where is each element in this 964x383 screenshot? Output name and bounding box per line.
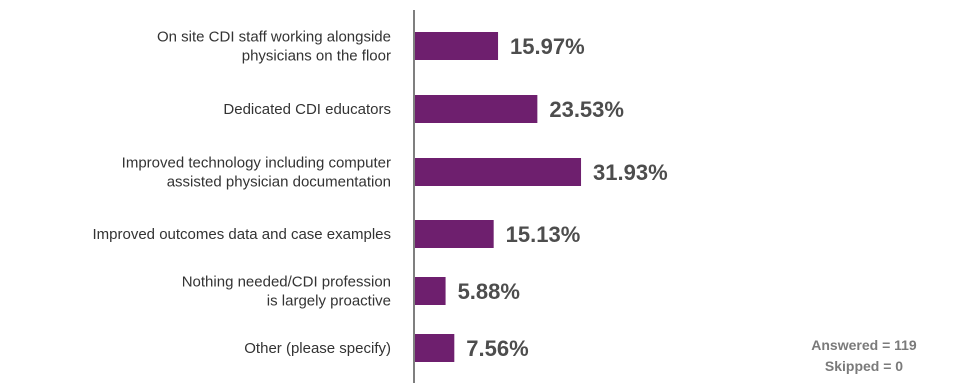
bar-6 bbox=[415, 334, 455, 362]
category-label-3-line-2: assisted physician documentation bbox=[167, 174, 391, 191]
value-label-6: 7.56% bbox=[466, 336, 528, 361]
value-label-3: 31.93% bbox=[593, 160, 668, 185]
value-labels-group: 15.97% 23.53% 31.93% 15.13% 5.88% 7.56% bbox=[458, 34, 668, 361]
category-label-1-line-2: physicians on the floor bbox=[242, 48, 391, 65]
value-label-2: 23.53% bbox=[549, 97, 624, 122]
category-label-1-line-1: On site CDI staff working alongside bbox=[157, 29, 391, 46]
category-label-5-line-1: Nothing needed/CDI profession bbox=[182, 274, 391, 291]
bar-5 bbox=[415, 277, 446, 305]
bar-4 bbox=[415, 220, 494, 248]
answered-count: Answered = 119 bbox=[811, 337, 917, 353]
category-label-2-line-1: Dedicated CDI educators bbox=[223, 101, 391, 118]
bar-2 bbox=[415, 95, 538, 123]
value-label-1: 15.97% bbox=[510, 34, 585, 59]
category-labels-group: On site CDI staff working alongside physi… bbox=[93, 29, 392, 358]
category-label-6-line-1: Other (please specify) bbox=[244, 340, 391, 357]
value-label-5: 5.88% bbox=[458, 279, 520, 304]
bars-group bbox=[415, 32, 582, 362]
bar-1 bbox=[415, 32, 499, 60]
category-label-3-line-1: Improved technology including computer bbox=[122, 155, 391, 172]
skipped-count: Skipped = 0 bbox=[824, 358, 904, 374]
bar-3 bbox=[415, 158, 582, 186]
value-label-4: 15.13% bbox=[506, 222, 581, 247]
category-label-5-line-2: is largely proactive bbox=[267, 293, 391, 310]
category-label-4-line-1: Improved outcomes data and case examples bbox=[93, 226, 392, 243]
